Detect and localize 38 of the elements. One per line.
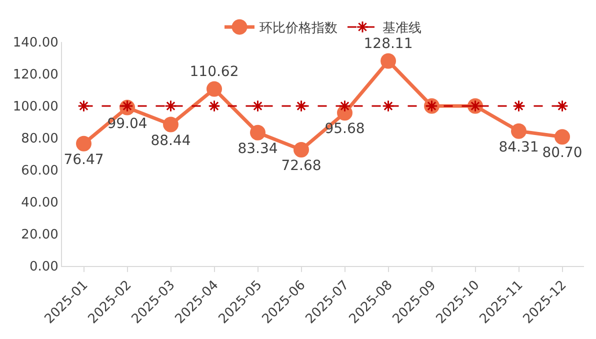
y-tick-label: 0.00 bbox=[29, 260, 58, 275]
point bbox=[380, 53, 396, 69]
legend-label: 环比价格指数 bbox=[260, 21, 338, 36]
point bbox=[164, 100, 177, 112]
legend-label: 基准线 bbox=[382, 21, 422, 36]
point bbox=[511, 123, 526, 139]
y-tick-label: 120.00 bbox=[12, 68, 58, 83]
point bbox=[556, 100, 568, 112]
point bbox=[250, 124, 266, 140]
point bbox=[208, 100, 220, 112]
data-label: 76.47 bbox=[64, 152, 104, 168]
data-label: 84.31 bbox=[498, 139, 539, 156]
point bbox=[295, 100, 308, 112]
point bbox=[78, 100, 90, 112]
data-label: 80.70 bbox=[542, 145, 582, 162]
y-tick-label: 80.00 bbox=[21, 132, 58, 147]
point bbox=[512, 100, 525, 112]
data-label: 72.68 bbox=[281, 158, 322, 174]
data-label: 88.44 bbox=[150, 132, 191, 149]
y-tick-label: 100.00 bbox=[12, 100, 58, 115]
point bbox=[382, 100, 394, 112]
data-label: 128.11 bbox=[364, 36, 413, 52]
point bbox=[294, 142, 309, 158]
y-tick-label: 40.00 bbox=[21, 196, 58, 211]
point bbox=[252, 100, 264, 112]
y-tick-label: 20.00 bbox=[21, 228, 58, 243]
point bbox=[206, 81, 222, 97]
data-label: 83.34 bbox=[238, 140, 278, 157]
y-tick-label: 140.00 bbox=[12, 36, 58, 51]
point bbox=[163, 116, 178, 132]
data-label: 95.68 bbox=[324, 121, 365, 138]
data-label: 99.04 bbox=[107, 116, 148, 132]
data-label: 110.62 bbox=[190, 64, 239, 80]
point bbox=[554, 129, 570, 145]
point bbox=[121, 100, 134, 112]
point bbox=[338, 100, 351, 112]
y-tick-label: 60.00 bbox=[21, 164, 58, 179]
point bbox=[76, 136, 92, 152]
